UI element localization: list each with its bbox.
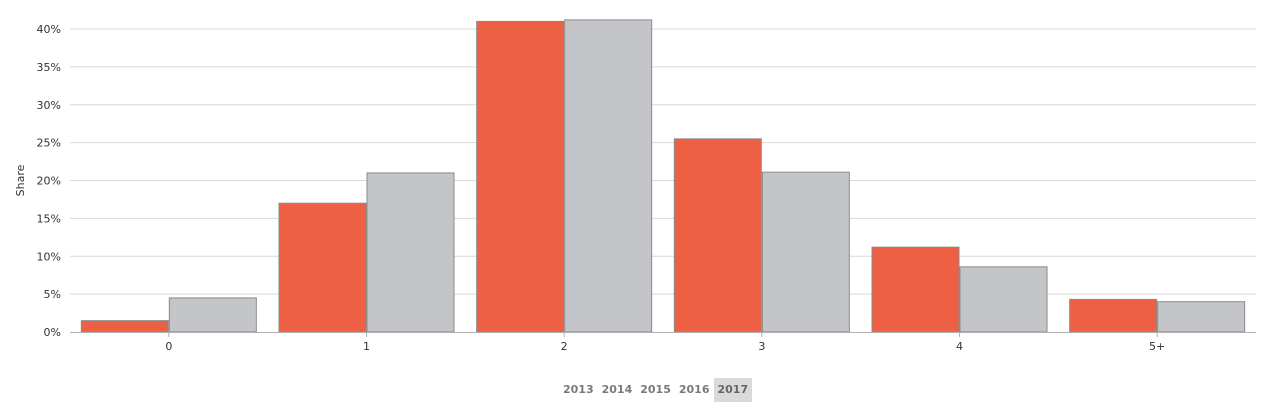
bar-5+-series-2[interactable]: [1157, 301, 1246, 333]
bar-1-series-2[interactable]: [366, 172, 455, 333]
y-axis-ticks: 0% 5% 10% 15% 20% 25% 30% 35% 40%: [37, 23, 61, 339]
x-axis-ticks: 0 1 2 3 4 5+: [165, 332, 1165, 353]
year-button-2015[interactable]: 2015: [640, 383, 671, 396]
y-tick-label: 30%: [37, 99, 61, 112]
y-tick-label: 15%: [37, 212, 61, 225]
bar-4-series-1[interactable]: [871, 246, 960, 333]
y-tick-label: 10%: [37, 250, 61, 263]
y-axis-title: Share: [14, 164, 27, 196]
bar-0-series-2[interactable]: [168, 297, 257, 333]
year-button-2016[interactable]: 2016: [678, 383, 710, 396]
x-tick-label: 0: [165, 340, 172, 353]
year-button-2013[interactable]: 2013: [563, 383, 594, 396]
bar-4-series-2[interactable]: [959, 266, 1048, 333]
year-button-2017[interactable]: 2017: [713, 378, 753, 402]
bar-2-series-1[interactable]: [476, 20, 565, 333]
y-tick-label: 40%: [37, 23, 61, 36]
x-tick-label: 4: [956, 340, 963, 353]
bar-2-series-2[interactable]: [564, 19, 653, 333]
bars: [80, 19, 1246, 333]
bar-1-series-1[interactable]: [278, 202, 367, 333]
year-button-2014[interactable]: 2014: [601, 383, 633, 396]
bar-3-series-2[interactable]: [761, 171, 850, 333]
bar-3-series-1[interactable]: [673, 138, 762, 333]
y-tick-label: 25%: [37, 137, 61, 150]
y-tick-label: 0%: [44, 326, 61, 339]
bar-5+-series-1[interactable]: [1069, 298, 1158, 333]
y-tick-label: 20%: [37, 175, 61, 188]
y-tick-label: 5%: [44, 288, 61, 301]
x-tick-label: 3: [758, 340, 765, 353]
x-tick-label: 2: [561, 340, 568, 353]
year-selector: 2013 2014 2015 2016 2017: [559, 378, 753, 402]
grid-lines: [70, 28, 1256, 295]
x-tick-label: 1: [363, 340, 370, 353]
bar-chart: 0% 5% 10% 15% 20% 25% 30% 35% 40% 0 1 2 3 4 5+ Share: [14, 19, 1256, 353]
y-tick-label: 35%: [37, 61, 61, 74]
x-tick-label: 5+: [1149, 340, 1165, 353]
bar-0-series-1[interactable]: [80, 320, 169, 333]
